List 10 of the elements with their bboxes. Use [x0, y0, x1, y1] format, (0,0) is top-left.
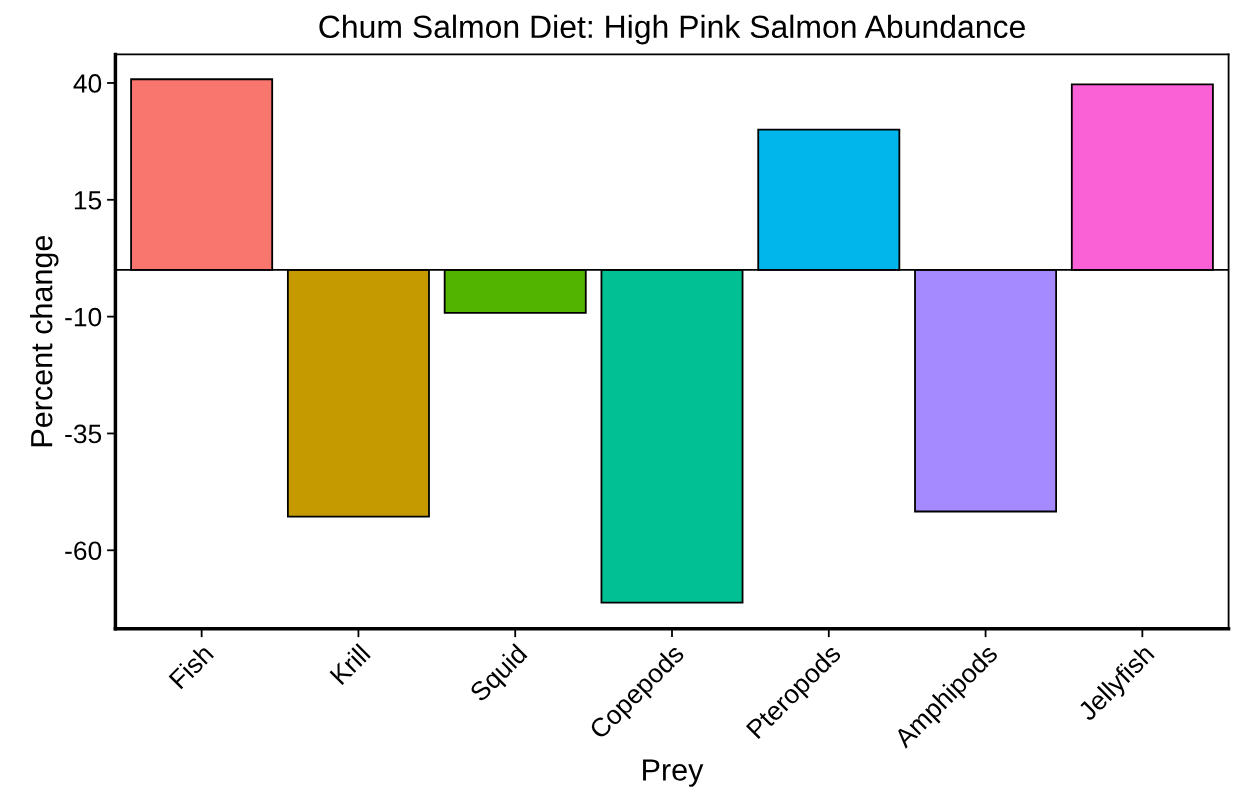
chart-title: Chum Salmon Diet: High Pink Salmon Abundance: [319, 14, 1025, 45]
y-tick-label: -35: [65, 424, 102, 444]
y-tick-label: 40: [73, 74, 102, 93]
y-tick-label: 15: [74, 191, 102, 210]
x-tick-label: Krill: [328, 643, 371, 686]
x-tick-label: Fish: [167, 643, 215, 690]
x-axis-title: Prey: [643, 759, 704, 787]
y-tick-label: -60: [65, 541, 102, 561]
y-tick-label: -10: [65, 307, 102, 327]
y-axis-title: Percent change: [30, 235, 59, 447]
